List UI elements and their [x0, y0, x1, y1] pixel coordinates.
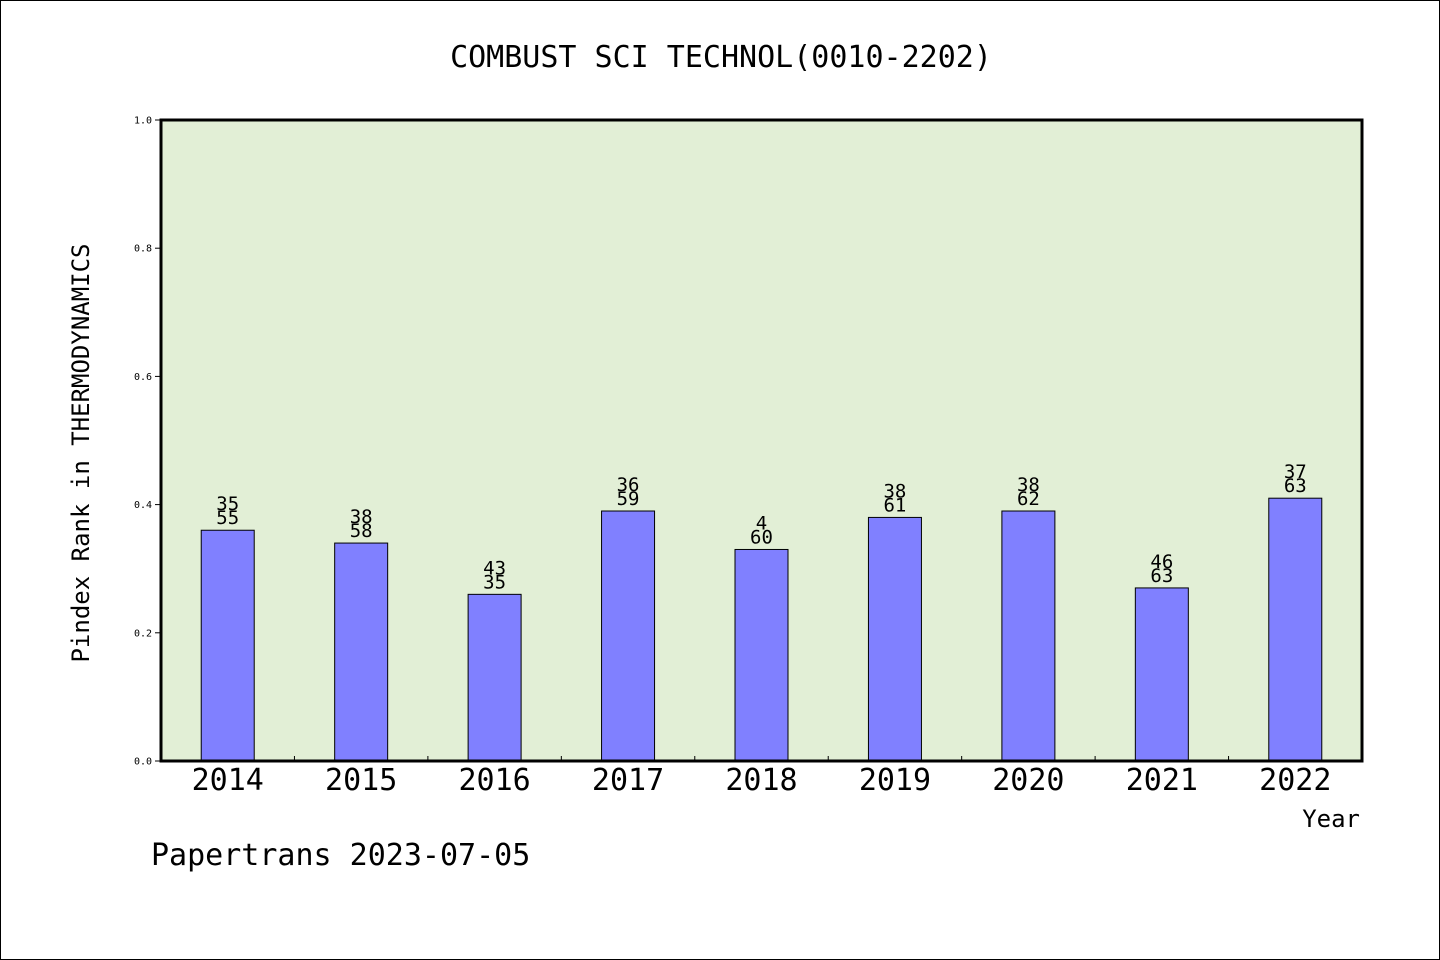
data-label-top-2015: 38	[350, 506, 373, 528]
x-tick-label-2020: 2020	[992, 763, 1064, 798]
bar-2020	[1001, 510, 1056, 762]
x-tick-label-2015: 2015	[325, 763, 397, 798]
x-tick-label-2017: 2017	[592, 763, 664, 798]
y-tick-label-0.2: 0.2	[134, 628, 152, 639]
x-tick-label-2018: 2018	[725, 763, 797, 798]
chart-title: COMBUST SCI TECHNOL(0010-2202)	[450, 40, 992, 75]
data-label-bottom-2017: 59	[617, 488, 640, 510]
bar-2019	[867, 516, 922, 762]
data-label-bottom-2015: 58	[350, 520, 373, 542]
data-label-top-2019: 38	[883, 480, 906, 502]
data-label-bottom-2018: 60	[750, 526, 773, 548]
y-axis: 0.0 0.2 0.4 0.6 0.8 1.0	[134, 116, 161, 768]
data-label-bottom-2021: 63	[1150, 565, 1173, 587]
bar-2014	[200, 529, 255, 762]
data-label-top-2018: 4	[756, 512, 767, 534]
y-tick-label-0.0: 0.0	[134, 757, 152, 768]
bar-2016	[467, 593, 522, 762]
x-axis-label: Year	[1302, 805, 1360, 833]
data-label-bottom-2019: 61	[883, 494, 906, 516]
x-tick-label-2022: 2022	[1259, 763, 1331, 798]
data-label-top-2016: 43	[483, 557, 506, 579]
bar-2022	[1268, 497, 1323, 762]
y-axis-label: Pindex Rank in THERMODYNAMICS	[67, 243, 95, 662]
x-tick-label-2014: 2014	[192, 763, 264, 798]
footer-credit: Papertrans 2023-07-05	[151, 838, 530, 873]
data-label-bottom-2022: 63	[1284, 475, 1307, 497]
y-tick-label-0.8: 0.8	[134, 244, 152, 255]
data-label-bottom-2014: 55	[216, 507, 239, 529]
y-tick-label-0.6: 0.6	[134, 372, 152, 383]
data-label-top-2022: 37	[1284, 461, 1307, 483]
bars-group	[200, 497, 1323, 762]
x-axis: 2014 2015 2016 2017 2018 2019 2020 2021 2022	[192, 756, 1331, 798]
plot-frame	[159, 118, 1364, 763]
data-label-top-2020: 38	[1017, 474, 1040, 496]
bar-2018	[734, 548, 789, 762]
x-tick-label-2016: 2016	[458, 763, 530, 798]
data-label-top-2014: 35	[216, 493, 239, 515]
data-label-bottom-2016: 35	[483, 571, 506, 593]
bar-2017	[601, 510, 656, 762]
data-label-top-2021: 46	[1150, 551, 1173, 573]
y-tick-label-0.4: 0.4	[134, 500, 152, 511]
bar-2015	[334, 542, 389, 762]
y-tick-label-1.0: 1.0	[134, 116, 152, 127]
x-tick-label-2021: 2021	[1126, 763, 1198, 798]
data-label-top-2017: 36	[617, 474, 640, 496]
bar-2021	[1134, 587, 1189, 762]
data-label-bottom-2020: 62	[1017, 488, 1040, 510]
x-tick-label-2019: 2019	[859, 763, 931, 798]
